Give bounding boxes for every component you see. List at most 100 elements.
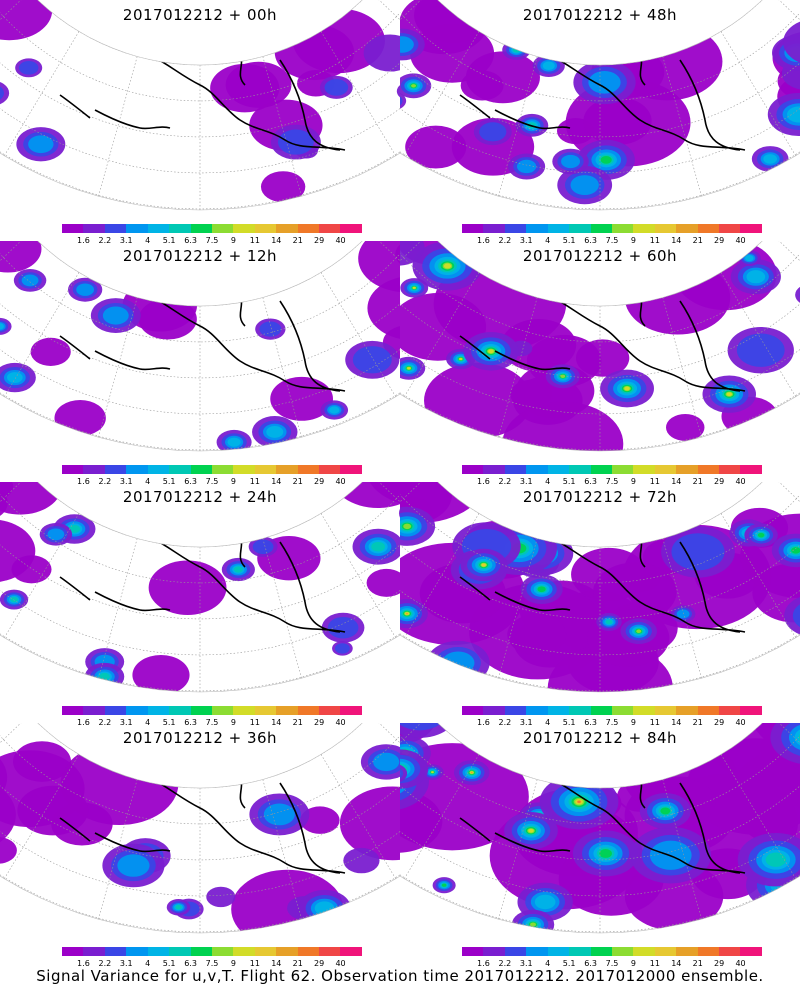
colorbar-swatch xyxy=(504,224,527,233)
colorbar-swatch xyxy=(611,947,634,956)
colorbar-swatch xyxy=(547,465,570,474)
colorbar-label: 1.6 xyxy=(477,959,490,968)
colorbar-swatch xyxy=(483,947,505,956)
colorbar-label: 9 xyxy=(230,477,236,486)
colorbar-label: 2.2 xyxy=(98,236,112,245)
colorbar-swatch xyxy=(633,947,655,956)
colorbar xyxy=(462,224,762,233)
colorbar xyxy=(462,947,762,956)
colorbar-swatch xyxy=(676,947,698,956)
colorbar-swatch xyxy=(190,947,212,956)
colorbar-swatch xyxy=(254,465,277,474)
colorbar-label: 14 xyxy=(671,959,682,968)
colorbar-label: 4 xyxy=(545,718,551,727)
colorbar-labels: 1.6 2.2 3.1 4 5.1 6.3 7.5 9 11 14 21 29 40 xyxy=(462,718,762,728)
colorbar-swatch xyxy=(590,706,612,715)
colorbar-swatch xyxy=(654,947,677,956)
colorbar-label: 2.2 xyxy=(498,718,512,727)
colorbar-label: 40 xyxy=(335,477,346,486)
map-area xyxy=(0,482,400,693)
map-area xyxy=(400,241,800,452)
colorbar-label: 2.2 xyxy=(498,477,512,486)
colorbar-swatch xyxy=(276,706,298,715)
colorbar-label: 4 xyxy=(545,477,551,486)
colorbar-swatch xyxy=(233,947,255,956)
map-area xyxy=(0,241,400,452)
colorbar-swatch xyxy=(319,706,341,715)
colorbar-label: 7.5 xyxy=(605,718,619,727)
colorbar-label: 40 xyxy=(335,236,346,245)
colorbar-swatch xyxy=(504,947,527,956)
colorbar-label: 40 xyxy=(735,236,746,245)
colorbar-label: 3.1 xyxy=(519,236,533,245)
colorbar-label: 3.1 xyxy=(119,959,133,968)
panel-title: 2017012212 + 48h xyxy=(522,6,678,24)
colorbar-swatch xyxy=(319,465,341,474)
colorbar-label: 7.5 xyxy=(205,477,219,486)
colorbar-swatch xyxy=(104,224,127,233)
colorbar-swatch xyxy=(211,947,234,956)
colorbar xyxy=(62,706,362,715)
colorbar-label: 2.2 xyxy=(498,959,512,968)
colorbar-label: 11 xyxy=(649,477,660,486)
colorbar-swatch xyxy=(104,947,127,956)
colorbar-label: 2.2 xyxy=(98,959,112,968)
colorbar-swatch xyxy=(83,947,105,956)
colorbar-label: 3.1 xyxy=(519,718,533,727)
colorbar-label: 11 xyxy=(649,236,660,245)
colorbar-label: 3.1 xyxy=(119,477,133,486)
colorbar-labels: 1.6 2.2 3.1 4 5.1 6.3 7.5 9 11 14 21 29 40 xyxy=(62,477,362,487)
colorbar-swatch xyxy=(83,706,105,715)
colorbar-swatch xyxy=(297,706,320,715)
colorbar-label: 21 xyxy=(692,477,703,486)
colorbar-swatch xyxy=(676,706,698,715)
colorbar-swatch xyxy=(697,947,720,956)
colorbar-swatch xyxy=(547,706,570,715)
colorbar-label: 2.2 xyxy=(498,236,512,245)
colorbar-label: 14 xyxy=(271,959,282,968)
map-area xyxy=(400,0,800,211)
colorbar-label: 11 xyxy=(249,477,260,486)
colorbar-swatch xyxy=(297,224,320,233)
colorbar-labels: 1.6 2.2 3.1 4 5.1 6.3 7.5 9 11 14 21 29 40 xyxy=(462,236,762,246)
colorbar-label: 21 xyxy=(692,959,703,968)
colorbar-label: 4 xyxy=(545,236,551,245)
colorbar-swatch xyxy=(169,947,191,956)
colorbar-swatch xyxy=(62,224,84,233)
colorbar-label: 6.3 xyxy=(584,477,597,486)
colorbar-swatch xyxy=(169,465,191,474)
colorbar-label: 29 xyxy=(714,718,725,727)
colorbar-label: 14 xyxy=(671,718,682,727)
colorbar-label: 21 xyxy=(292,718,303,727)
colorbar-label: 5.1 xyxy=(562,718,576,727)
map-panel-p48: 2017012212 + 48h 1.6 2.2 3.1 4 5.1 6.3 7.5 9 11 14… xyxy=(400,0,800,245)
colorbar-label: 9 xyxy=(630,477,636,486)
colorbar-label: 6.3 xyxy=(584,718,597,727)
colorbar-label: 4 xyxy=(145,477,151,486)
colorbar-swatch xyxy=(169,706,191,715)
colorbar-swatch xyxy=(340,706,362,715)
map-panel-p36: 2017012212 + 36h 1.6 2.2 3.1 4 5.1 6.3 7.5 9 11 14… xyxy=(0,723,400,968)
colorbar-swatch xyxy=(719,465,741,474)
colorbar-label: 40 xyxy=(735,959,746,968)
colorbar-swatch xyxy=(676,224,698,233)
colorbar-swatch xyxy=(462,224,484,233)
colorbar-swatch xyxy=(276,465,298,474)
colorbar-label: 14 xyxy=(271,477,282,486)
colorbar-swatch xyxy=(740,947,762,956)
panel-title: 2017012212 + 00h xyxy=(122,6,278,24)
colorbar-swatch xyxy=(569,706,591,715)
colorbar-swatch xyxy=(462,706,484,715)
colorbar-swatch xyxy=(633,465,655,474)
panel-title: 2017012212 + 12h xyxy=(122,247,278,265)
colorbar-label: 3.1 xyxy=(519,477,533,486)
colorbar-label: 1.6 xyxy=(477,236,490,245)
colorbar-swatch xyxy=(83,465,105,474)
map-area xyxy=(400,723,800,934)
colorbar-label: 4 xyxy=(145,959,151,968)
colorbar-swatch xyxy=(590,465,612,474)
colorbar-label: 14 xyxy=(671,236,682,245)
colorbar-label: 4 xyxy=(145,718,151,727)
colorbar-swatch xyxy=(233,706,255,715)
colorbar-swatch xyxy=(719,947,741,956)
